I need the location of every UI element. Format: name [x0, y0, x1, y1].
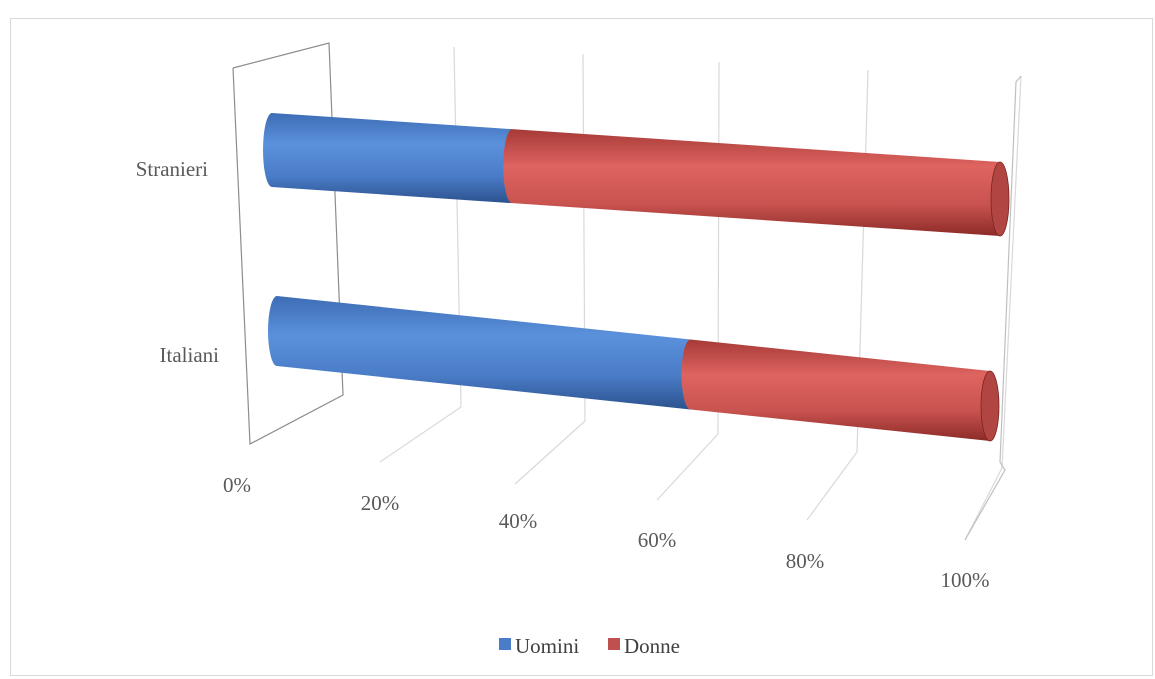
- legend-swatch-uomini: [499, 638, 511, 650]
- floor-gridline-3: [656, 433, 719, 501]
- bar-uomini-italiani: [268, 296, 691, 410]
- legend-swatch-donne: [608, 638, 620, 650]
- bars-layer: [263, 113, 1010, 442]
- bar-end-cap: [980, 370, 1000, 442]
- right-wall: [964, 75, 1022, 541]
- bar-donne-italiani: [681, 339, 990, 441]
- bar-donne-stranieri: [503, 129, 1000, 236]
- category-label-italiani: Italiani: [160, 343, 220, 367]
- legend-label-uomini: Uomini: [515, 634, 579, 658]
- labels-layer: 0% 20% 40% 60% 80% 100% Italiani Stranieri: [136, 157, 990, 592]
- back-wall-0: [232, 42, 344, 445]
- gridline-5: [1001, 75, 1022, 469]
- bar-uomini-stranieri: [263, 113, 513, 204]
- legend-label-donne: Donne: [624, 634, 680, 658]
- x-tick-label: 20%: [361, 491, 400, 515]
- x-tick-label: 80%: [786, 549, 825, 573]
- grid-layer: [232, 42, 1022, 541]
- x-tick-label: 60%: [638, 528, 677, 552]
- x-tick-label: 100%: [941, 568, 990, 592]
- floor-gridline-2: [514, 420, 586, 485]
- category-label-stranieri: Stranieri: [136, 157, 208, 181]
- x-tick-label: 0%: [223, 473, 251, 497]
- bar-end-cap: [990, 161, 1010, 237]
- floor-gridline-4: [806, 451, 858, 521]
- legend: Uomini Donne: [499, 634, 680, 658]
- x-tick-label: 40%: [499, 509, 538, 533]
- floor-gridline-1: [379, 406, 462, 463]
